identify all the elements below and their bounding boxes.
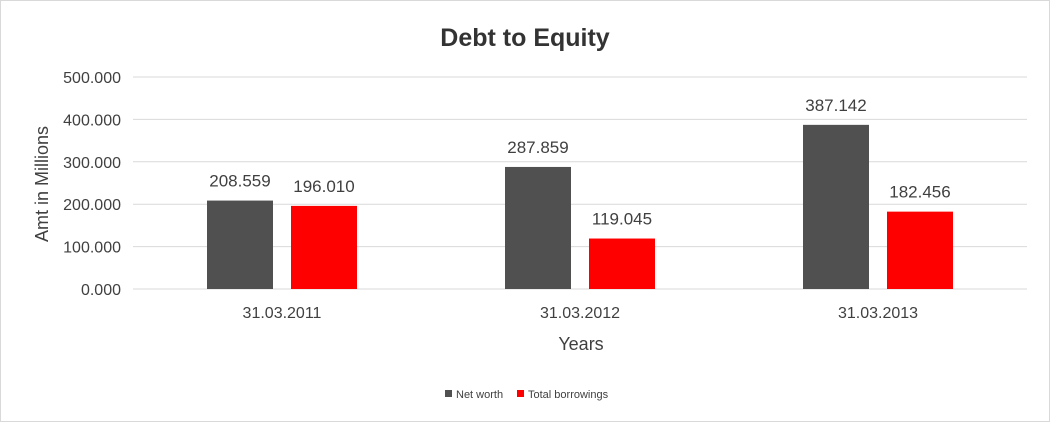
legend-label: Net worth	[456, 389, 503, 401]
y-tick-label: 400.000	[63, 112, 121, 129]
y-tick-label: 0.000	[81, 282, 121, 299]
x-tick-label: 31.03.2011	[243, 305, 322, 322]
y-tick-label: 500.000	[63, 70, 121, 87]
data-labels: 208.559 196.010 287.859 119.045 387.142 182.4…	[209, 96, 950, 229]
bars	[207, 124, 953, 289]
bar-net-worth	[505, 166, 571, 289]
legend-label: Total borrowings	[528, 389, 609, 401]
data-label: 387.142	[805, 96, 866, 115]
data-label: 196.010	[293, 177, 354, 196]
legend-swatch	[445, 390, 452, 397]
data-label: 208.559	[209, 172, 270, 191]
y-tick-label: 200.000	[63, 197, 121, 214]
data-label: 287.859	[507, 138, 568, 157]
legend-swatch	[517, 390, 524, 397]
y-tick-label: 100.000	[63, 240, 121, 257]
gridlines	[133, 76, 1027, 290]
data-label: 119.045	[592, 210, 652, 229]
bar-net-worth	[803, 124, 869, 289]
x-tick-label: 31.03.2013	[838, 305, 918, 322]
data-label: 182.456	[889, 183, 950, 202]
legend: Net worth Total borrowings	[445, 389, 609, 401]
bar-total-borrowings	[887, 211, 953, 289]
bar-total-borrowings	[291, 205, 357, 289]
y-axis-title: Amt in Millions	[32, 126, 52, 242]
y-tick-label: 300.000	[63, 155, 121, 172]
y-axis-ticks: 0.000 100.000 200.000 300.000 400.000 500.000	[63, 70, 121, 299]
x-axis-title: Years	[558, 334, 603, 354]
bar-net-worth	[207, 200, 273, 289]
x-tick-label: 31.03.2012	[540, 305, 620, 322]
chart-title: Debt to Equity	[440, 24, 610, 52]
bar-total-borrowings	[589, 238, 655, 289]
x-axis-ticks: 31.03.2011 31.03.2012 31.03.2013	[243, 305, 919, 322]
